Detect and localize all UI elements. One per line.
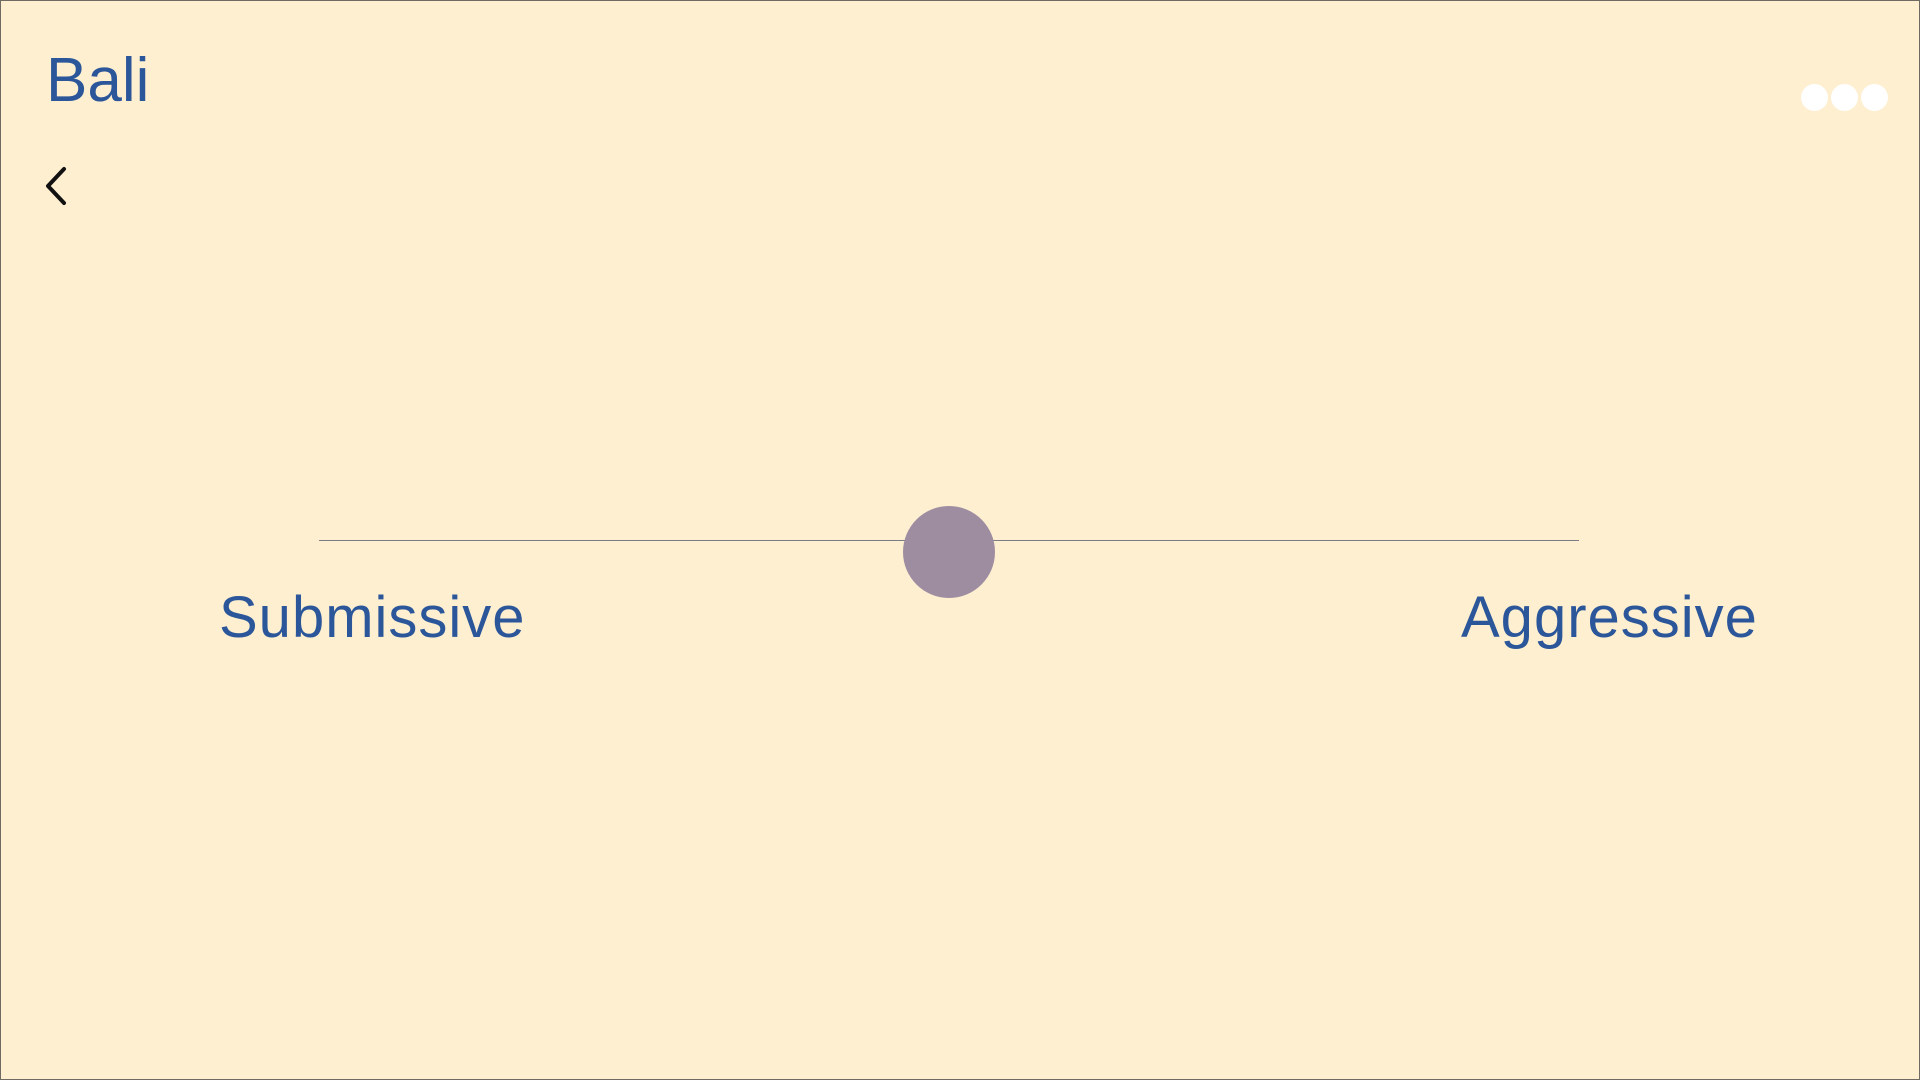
slider-min-label: Submissive	[219, 585, 526, 650]
aggression-slider[interactable]	[319, 501, 1579, 601]
more-dots-icon	[1861, 83, 1888, 111]
slider-max-label: Aggressive	[1461, 585, 1758, 650]
more-dots-icon	[1831, 83, 1858, 111]
more-dots-icon	[1801, 83, 1828, 111]
page-title: Bali	[46, 46, 150, 115]
slider-thumb[interactable]	[903, 506, 995, 598]
chevron-left-icon	[46, 167, 66, 205]
back-button[interactable]	[39, 161, 79, 211]
more-menu-button[interactable]	[1801, 81, 1891, 113]
